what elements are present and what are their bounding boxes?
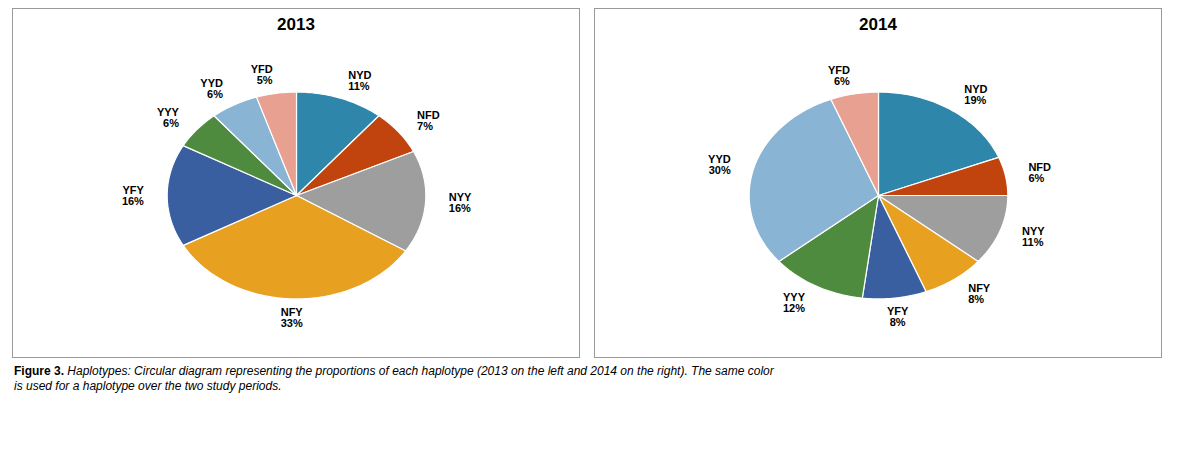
svg-text:NFD7%: NFD7% [417,109,440,132]
svg-text:YYY6%: YYY6% [157,106,180,129]
svg-text:NFY33%: NFY33% [281,306,304,329]
svg-text:NYD19%: NYD19% [964,83,987,106]
html-text:Figure 3. Haplotypes: Circular: Figure 3. Haplotypes: Circular diagram r… [14,364,774,393]
svg-text:YFY8%: YFY8% [887,305,909,328]
svg-text:YYY12%: YYY12% [783,290,806,313]
svg-text:NFD6%: NFD6% [1028,161,1051,184]
svg-text:NYY16%: NYY16% [449,191,472,214]
svg-text:YFD6%: YFD6% [828,64,850,87]
svg-text:YFD5%: YFD5% [251,63,273,86]
html-text:2013: 2013 [277,15,315,34]
svg-text:YFY16%: YFY16% [122,184,145,207]
svg-text:NYD11%: NYD11% [348,69,371,92]
svg-text:NFY8%: NFY8% [968,282,991,305]
svg-text:YYD6%: YYD6% [200,77,223,100]
svg-text:YYD30%: YYD30% [708,153,731,176]
html-text:2014: 2014 [859,15,897,34]
svg-text:NYY11%: NYY11% [1022,225,1045,248]
